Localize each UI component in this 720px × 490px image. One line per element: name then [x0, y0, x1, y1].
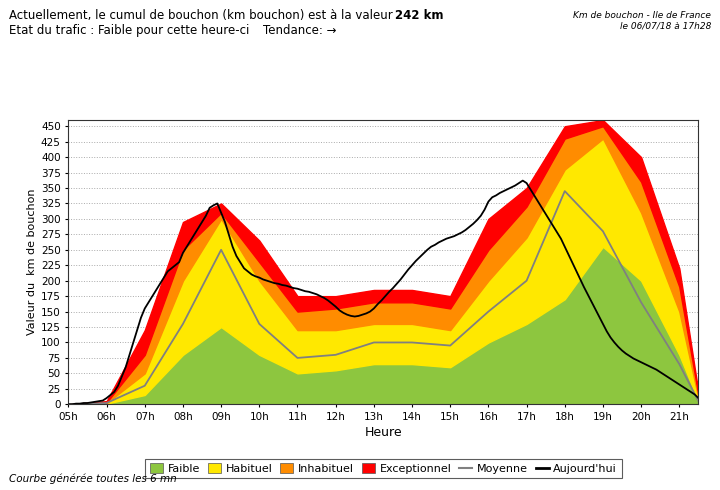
- Legend: Faible, Habituel, Inhabituel, Exceptionnel, Moyenne, Aujourd'hui: Faible, Habituel, Inhabituel, Exceptionn…: [145, 459, 621, 478]
- Text: Km de bouchon - Ile de France
le 06/07/18 à 17h28: Km de bouchon - Ile de France le 06/07/1…: [574, 11, 711, 30]
- Text: 242 km: 242 km: [395, 9, 444, 22]
- Text: Etat du trafic : Faible pour cette heure-ci: Etat du trafic : Faible pour cette heure…: [9, 24, 250, 37]
- Y-axis label: Valeur du  km de bouchon: Valeur du km de bouchon: [27, 189, 37, 335]
- Text: Courbe générée toutes les 6 mn: Courbe générée toutes les 6 mn: [9, 474, 177, 484]
- Text: Tendance: →: Tendance: →: [263, 24, 336, 37]
- Text: Actuellement, le cumul de bouchon (km bouchon) est à la valeur: Actuellement, le cumul de bouchon (km bo…: [9, 9, 397, 22]
- X-axis label: Heure: Heure: [364, 426, 402, 439]
